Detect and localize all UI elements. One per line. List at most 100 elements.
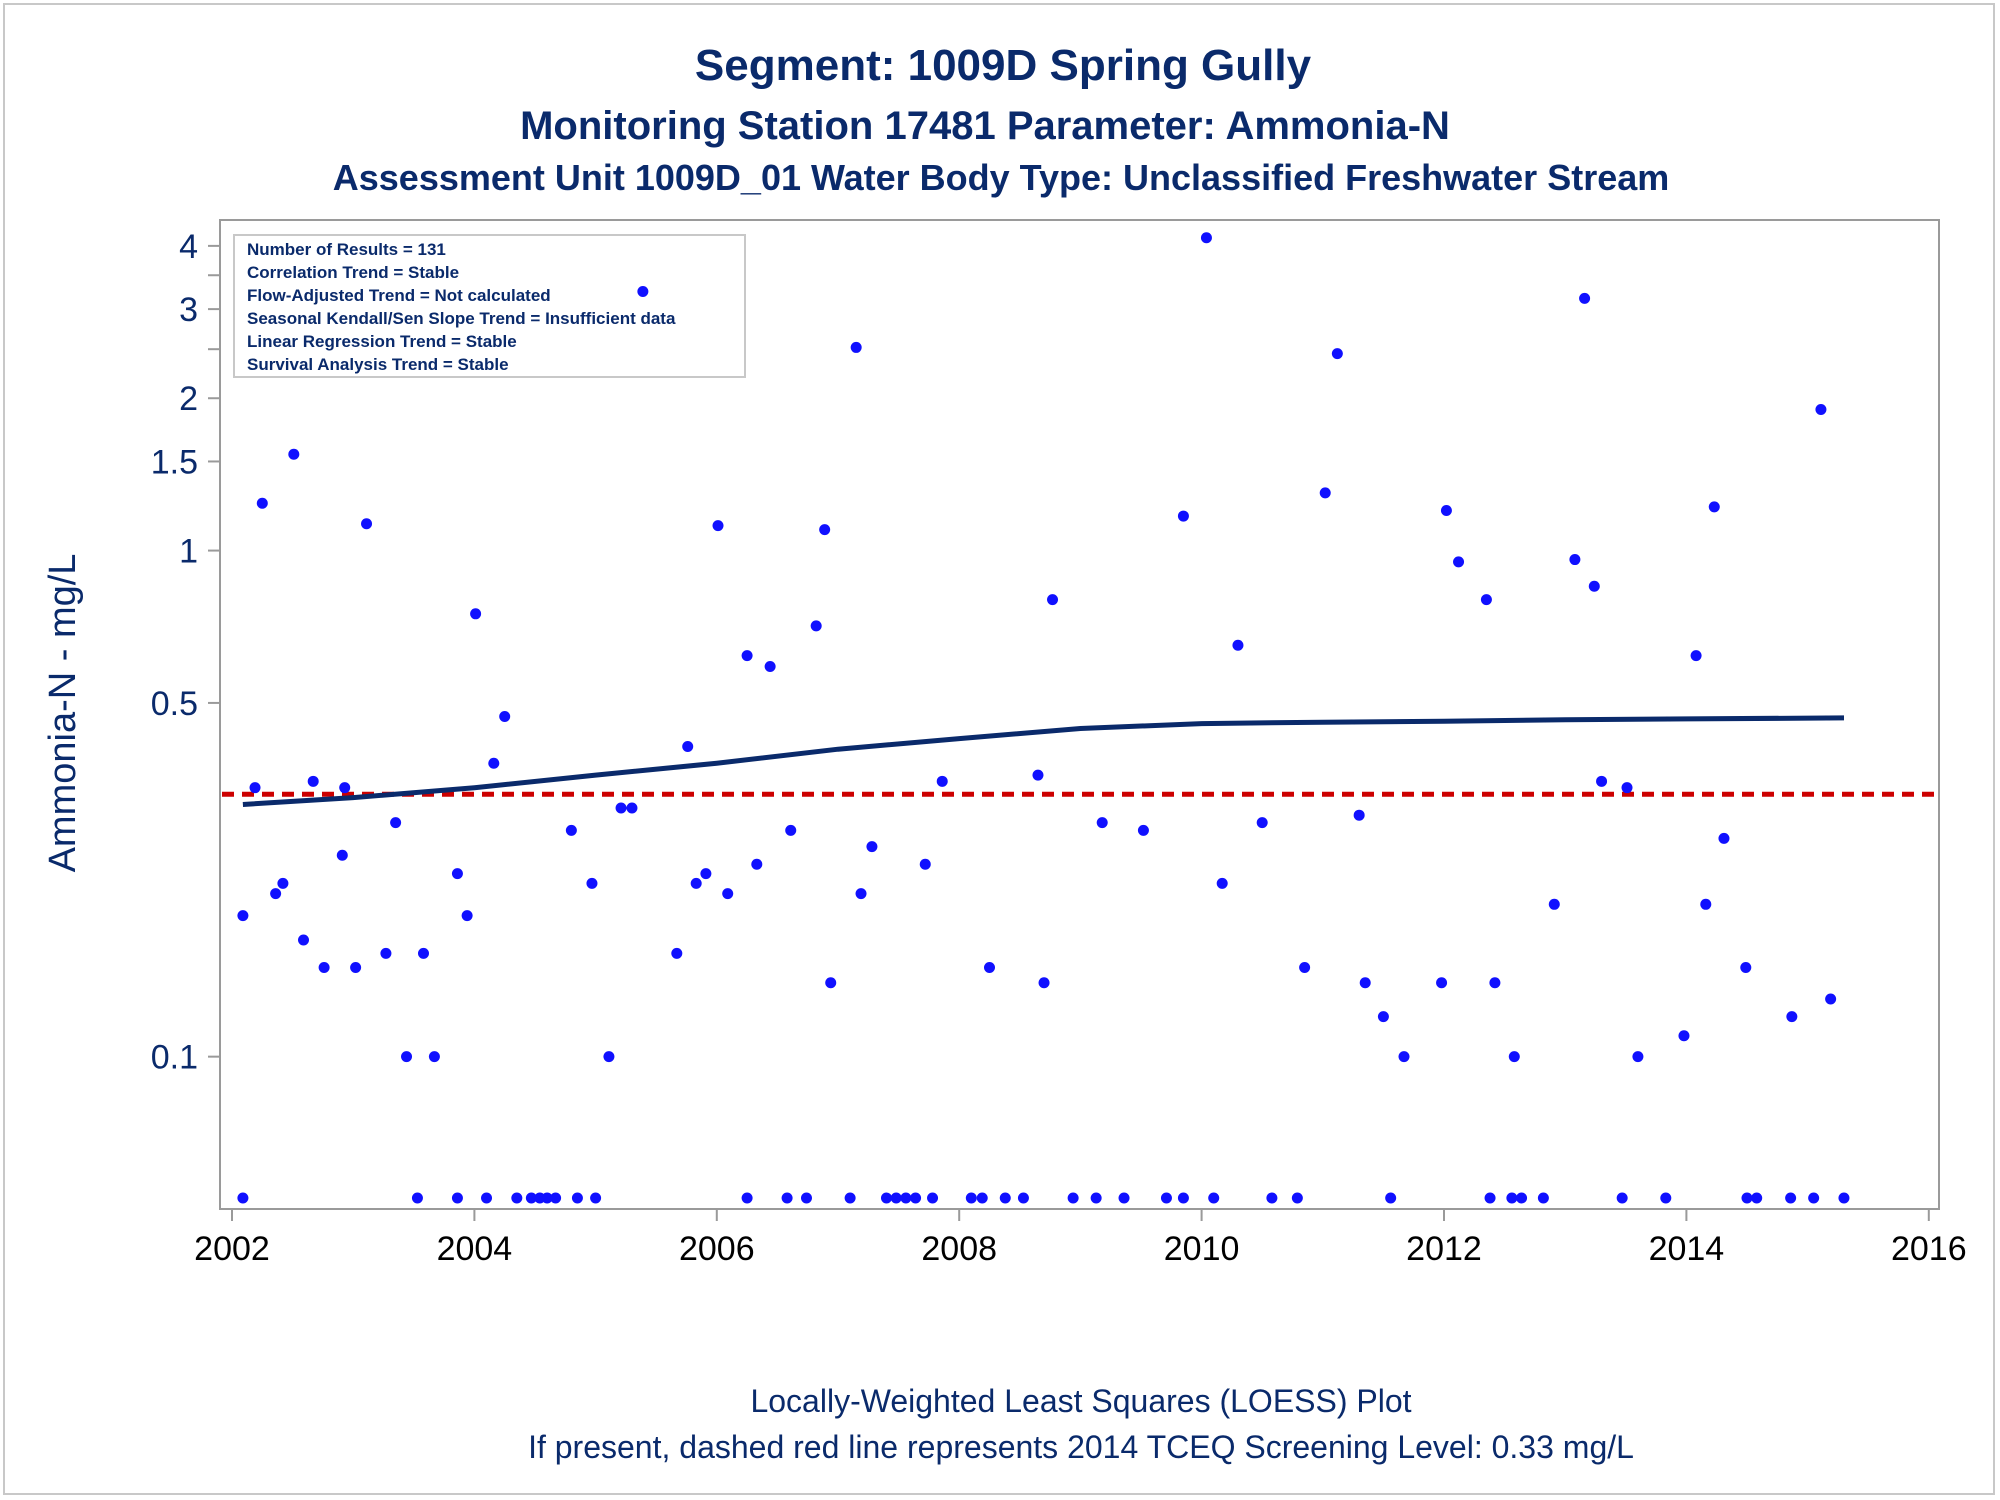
- censored-data-point: [1017, 1192, 1029, 1204]
- x-tick-label: 2016: [1891, 1230, 1967, 1268]
- censored-data-point: [237, 1192, 249, 1204]
- data-point: [1700, 898, 1712, 910]
- censored-data-point: [1177, 1192, 1189, 1204]
- censored-data-point: [1751, 1192, 1763, 1204]
- data-point: [700, 868, 712, 880]
- data-point: [1398, 1051, 1410, 1063]
- data-point: [751, 858, 763, 870]
- censored-data-point: [999, 1192, 1011, 1204]
- data-point: [270, 888, 282, 900]
- censored-data-point: [1808, 1192, 1820, 1204]
- legend-entry: Linear Regression Trend = Stable: [247, 332, 517, 351]
- data-point: [451, 868, 463, 880]
- data-point: [1319, 487, 1331, 499]
- data-point: [1177, 510, 1189, 522]
- censored-data-point: [541, 1192, 553, 1204]
- y-axis-label: Ammonia-N - mg/L: [42, 554, 84, 873]
- censored-data-point: [1090, 1192, 1102, 1204]
- data-point: [1489, 977, 1501, 989]
- data-point: [1359, 977, 1371, 989]
- chart-subtitle-2: Assessment Unit 1009D_01 Water Body Type…: [333, 157, 1670, 198]
- data-point: [741, 650, 753, 662]
- data-point: [586, 877, 598, 889]
- censored-data-point: [1838, 1192, 1850, 1204]
- censored-data-point: [927, 1192, 939, 1204]
- censored-data-point: [1537, 1192, 1549, 1204]
- data-point: [565, 824, 577, 836]
- data-points: [237, 232, 1850, 1204]
- legend-entry: Number of Results = 131: [247, 240, 446, 259]
- x-tick-label: 2008: [921, 1230, 997, 1268]
- data-point: [470, 608, 482, 620]
- data-point: [819, 524, 831, 536]
- data-point: [866, 841, 878, 853]
- data-point: [1047, 594, 1059, 606]
- x-axis: 2002 2004 2006 2008 2010 2012 2014 2016: [194, 1209, 1967, 1268]
- data-point: [1678, 1030, 1690, 1042]
- censored-data-point: [1616, 1192, 1628, 1204]
- data-point: [361, 518, 373, 530]
- y-tick-label: 1: [179, 533, 198, 571]
- data-point: [417, 947, 429, 959]
- censored-data-point: [741, 1192, 753, 1204]
- data-point: [428, 1051, 440, 1063]
- censored-data-point: [1291, 1192, 1303, 1204]
- chart-subtitle: Monitoring Station 17481 Parameter: Ammo…: [520, 104, 1450, 148]
- data-point: [307, 775, 319, 787]
- data-point: [1740, 962, 1752, 974]
- censored-data-point: [1208, 1192, 1220, 1204]
- data-point: [1331, 348, 1343, 360]
- data-point: [810, 620, 822, 632]
- data-point: [1579, 292, 1591, 304]
- y-axis: 0.1 0.5 1 1.5 2 3 4: [151, 228, 220, 1077]
- censored-data-point: [1506, 1192, 1518, 1204]
- data-point: [1137, 824, 1149, 836]
- data-point: [1596, 775, 1608, 787]
- censored-data-point: [1484, 1192, 1496, 1204]
- data-point: [1440, 505, 1452, 517]
- legend-entry: Survival Analysis Trend = Stable: [247, 355, 509, 374]
- data-point: [637, 286, 649, 298]
- data-point: [336, 849, 348, 861]
- x-tick-label: 2004: [437, 1230, 513, 1268]
- data-point: [671, 947, 683, 959]
- data-point: [850, 341, 862, 353]
- data-point: [785, 824, 797, 836]
- data-point: [626, 802, 638, 814]
- data-point: [712, 520, 724, 532]
- legend-entry: Correlation Trend = Stable: [247, 263, 459, 282]
- data-point: [722, 888, 734, 900]
- data-point: [256, 497, 268, 509]
- censored-data-point: [1160, 1192, 1172, 1204]
- data-point: [288, 448, 300, 460]
- legend-frame: [233, 234, 746, 378]
- data-point: [1299, 962, 1311, 974]
- data-point: [984, 962, 995, 974]
- data-point: [1588, 580, 1600, 592]
- data-point: [461, 910, 473, 922]
- data-point: [1708, 501, 1720, 513]
- data-point: [1825, 993, 1837, 1005]
- footnote: Locally-Weighted Least Squares (LOESS) P…: [750, 1383, 1411, 1419]
- data-point: [1718, 832, 1730, 844]
- censored-data-point: [965, 1192, 977, 1204]
- data-point: [603, 1051, 615, 1063]
- y-tick-label: 1.5: [151, 443, 198, 481]
- data-point: [339, 782, 351, 794]
- data-point: [1453, 556, 1465, 568]
- loess-curve: [242, 715, 1845, 807]
- data-point: [1032, 769, 1044, 781]
- y-tick-label: 4: [179, 228, 198, 266]
- legend: Number of Results = 131 Correlation Trend…: [233, 234, 746, 378]
- data-point: [499, 711, 511, 723]
- legend-entry: Seasonal Kendall/Sen Slope Trend = Insuf…: [247, 309, 676, 328]
- data-point: [1786, 1011, 1798, 1023]
- censored-data-point: [880, 1192, 892, 1204]
- x-tick-label: 2012: [1406, 1230, 1482, 1268]
- censored-data-point: [781, 1192, 793, 1204]
- plot-area: [219, 219, 1940, 1210]
- censored-data-point: [571, 1192, 583, 1204]
- footnote-2: If present, dashed red line represents 2…: [528, 1429, 1634, 1465]
- censored-data-point: [411, 1192, 423, 1204]
- data-point: [1621, 782, 1633, 794]
